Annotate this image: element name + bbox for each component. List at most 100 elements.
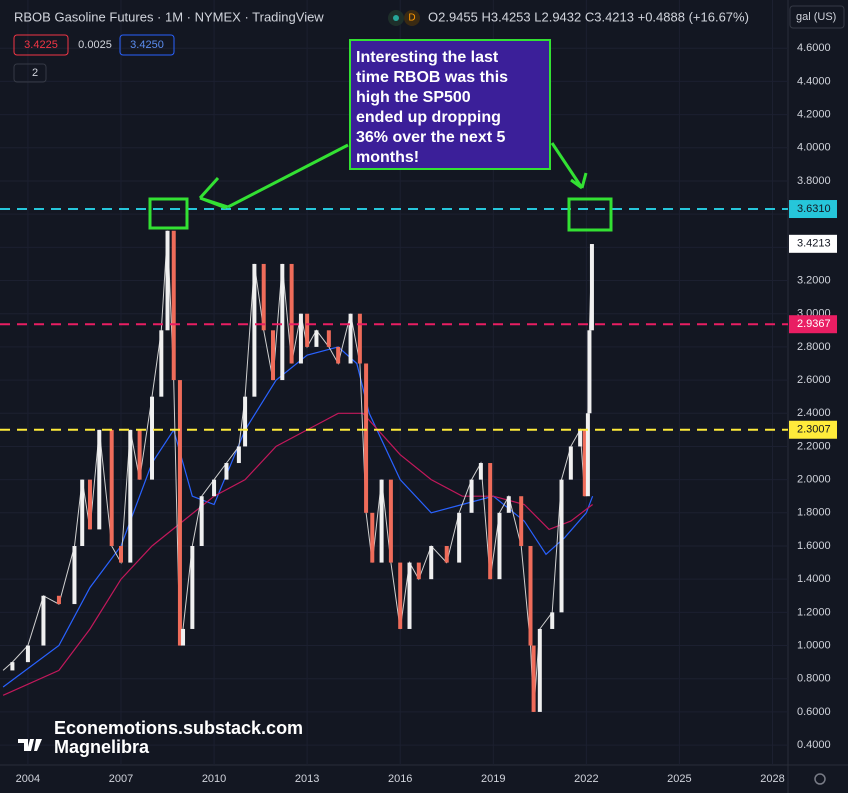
candle-body — [56, 595, 61, 605]
candle-body — [348, 313, 353, 364]
candle-body — [224, 463, 229, 480]
highlight-box — [567, 197, 613, 232]
candle-body — [150, 396, 155, 480]
candle-body — [159, 330, 164, 397]
candle-body — [289, 263, 294, 364]
y-tick-label: 2.8000 — [797, 341, 831, 353]
candle-body — [416, 562, 421, 580]
y-tick-label: 0.4000 — [797, 739, 831, 751]
x-tick-label: 2004 — [16, 773, 40, 785]
x-tick-label: 2025 — [667, 773, 691, 785]
ask-box[interactable] — [119, 34, 175, 56]
settings-icon[interactable] — [814, 773, 826, 785]
candle-body — [10, 662, 15, 671]
candle-body — [137, 429, 142, 480]
candle-body — [190, 545, 195, 629]
x-tick-label: 2010 — [202, 773, 226, 785]
candle-body — [72, 545, 77, 605]
candle-body — [326, 330, 331, 347]
x-tick-label: 2007 — [109, 773, 133, 785]
candle-body — [519, 496, 524, 546]
candle-body — [212, 479, 217, 497]
bid-box[interactable] — [13, 34, 69, 56]
x-tick-label: 2028 — [760, 773, 784, 785]
candle-body — [388, 479, 393, 563]
y-tick-label: 4.6000 — [797, 42, 831, 54]
candle-body — [589, 244, 594, 331]
x-tick-label: 2019 — [481, 773, 505, 785]
delay-icon — [404, 10, 420, 26]
y-tick-label: 1.4000 — [797, 573, 831, 585]
candle-body — [488, 463, 493, 580]
level-label-box — [789, 420, 837, 439]
candle-body — [568, 446, 573, 480]
candle-body — [379, 479, 384, 563]
unit-box[interactable] — [789, 5, 845, 29]
annotation-line: high the SP500 — [356, 89, 471, 106]
candle-body — [585, 413, 590, 497]
ask[interactable]: 3.4250 — [130, 39, 164, 51]
spread: 0.0025 — [78, 39, 112, 51]
y-tick-label: 1.6000 — [797, 540, 831, 552]
candle-body — [80, 479, 85, 546]
candle-body — [305, 313, 310, 347]
arrow — [550, 142, 588, 190]
candle-body — [97, 429, 102, 530]
watermark-line: Econemotions.substack.com — [54, 718, 303, 738]
level-label: 2.3007 — [797, 424, 831, 436]
candle-body — [444, 545, 449, 563]
candle-body — [457, 512, 462, 563]
candle-body — [243, 396, 248, 447]
candle-body — [497, 512, 502, 580]
candle-body — [252, 263, 257, 397]
candle-body — [550, 612, 555, 629]
unit[interactable]: gal (US) — [796, 11, 836, 23]
y-tick-label: 4.4000 — [797, 75, 831, 87]
annotation-line: months! — [356, 149, 419, 166]
candle-body — [429, 545, 434, 580]
candle-body — [478, 463, 483, 480]
candle-body — [537, 628, 542, 712]
series-line — [2, 412, 593, 696]
candle-body — [559, 479, 564, 613]
candle-body — [528, 545, 533, 646]
candle-body — [336, 346, 341, 364]
level-label: 2.9367 — [797, 318, 831, 330]
y-tick-label: 2.6000 — [797, 374, 831, 386]
annotation-line: 36% over the next 5 — [356, 129, 506, 146]
candle-body — [582, 429, 587, 497]
last-price-box — [789, 234, 837, 253]
y-tick-label: 0.6000 — [797, 706, 831, 718]
candle-body — [41, 595, 46, 646]
logo — [18, 739, 42, 751]
candle-body — [261, 263, 266, 331]
candle-body — [199, 496, 204, 546]
arrow — [198, 143, 349, 210]
candle-body — [236, 446, 241, 464]
y-tick-label: 2.2000 — [797, 440, 831, 452]
candle-body — [398, 562, 403, 629]
annotation-box — [349, 39, 551, 170]
candle-body — [171, 230, 176, 381]
x-tick-label: 2013 — [295, 773, 319, 785]
candle-body — [469, 479, 474, 513]
candle-body — [165, 230, 170, 331]
y-tick-label: 0.8000 — [797, 673, 831, 685]
candle-body — [280, 263, 285, 381]
last-price-label: 3.4213 — [797, 238, 831, 250]
watermark-line: Magnelibra — [54, 737, 150, 757]
chart-title: RBOB Gasoline Futures · 1M · NYMEX · Tra… — [14, 9, 324, 24]
indicators-toggle[interactable] — [13, 63, 47, 83]
candle-body — [364, 363, 369, 513]
indicators-count[interactable]: 2 — [32, 67, 38, 79]
candle-body — [25, 645, 30, 663]
bid[interactable]: 3.4225 — [24, 39, 58, 51]
candle-body — [587, 330, 592, 414]
candle-body — [370, 512, 375, 563]
annotation: Interesting the last time RBOB was this hi… — [356, 49, 508, 166]
candle-body — [531, 645, 536, 712]
highlight-box — [148, 197, 189, 230]
level-label-box — [789, 200, 837, 219]
y-tick-label: 1.0000 — [797, 639, 831, 651]
